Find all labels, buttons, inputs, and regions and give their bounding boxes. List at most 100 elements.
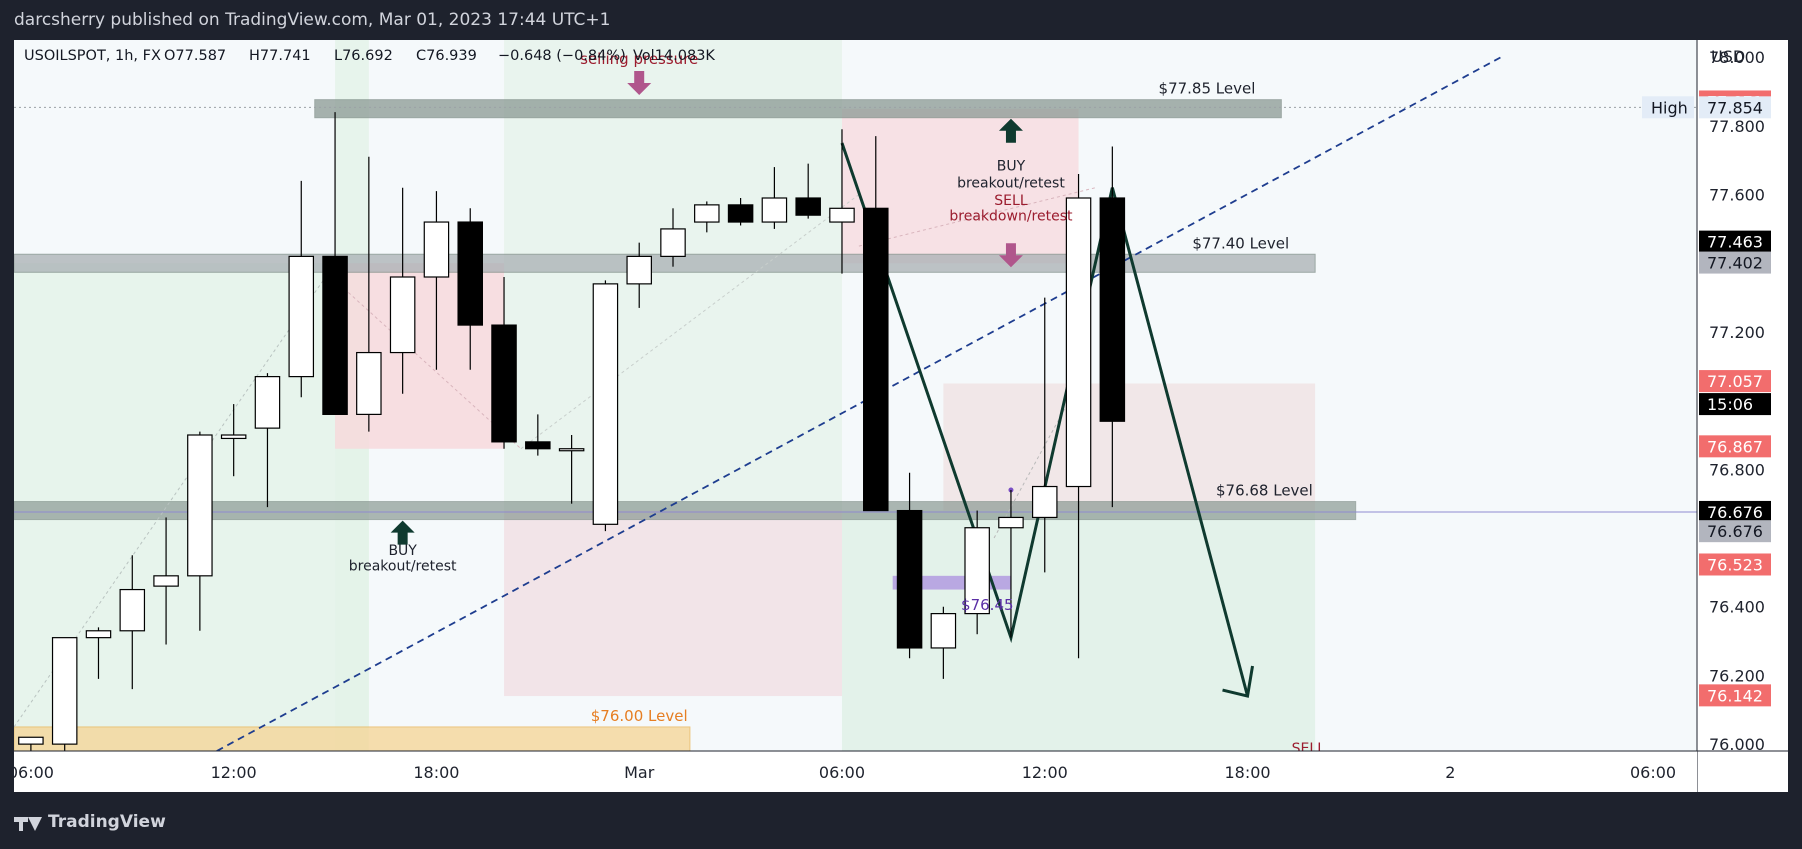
annotation-buy-bottom-sub: breakout/retest	[349, 559, 457, 575]
candle-body	[694, 204, 720, 223]
candle-body	[119, 588, 146, 632]
candle[interactable]	[694, 201, 720, 233]
candle[interactable]	[525, 414, 551, 456]
high-tag-bg	[1642, 96, 1694, 119]
sell-zone-mid	[504, 510, 842, 697]
candle[interactable]	[220, 404, 247, 477]
zone-76-00[interactable]	[13, 726, 691, 754]
candle[interactable]	[626, 242, 652, 308]
price-label: 76.867	[1707, 437, 1763, 456]
candle-body	[558, 448, 585, 452]
candle[interactable]	[187, 431, 213, 631]
candle[interactable]	[1031, 297, 1058, 573]
price-tick-label: 77.600	[1709, 186, 1765, 205]
level-zones: $77.85 Level $77.40 Level $76.68 Level $76.…	[13, 80, 1357, 754]
candle[interactable]	[863, 136, 889, 512]
candle[interactable]	[998, 489, 1024, 638]
candle[interactable]	[51, 637, 78, 762]
candle[interactable]	[288, 180, 315, 398]
candle[interactable]	[322, 112, 348, 415]
candle[interactable]	[795, 163, 821, 219]
drawn-lines	[13, 56, 1697, 752]
price-label: 76.523	[1707, 555, 1763, 574]
guide-line	[858, 187, 1096, 247]
candle[interactable]	[592, 280, 619, 532]
candle[interactable]	[491, 277, 517, 449]
sell-arrow-icon	[627, 70, 652, 95]
time-tick-label: 06:00	[819, 763, 865, 782]
candle[interactable]	[558, 435, 585, 504]
candle[interactable]	[727, 198, 754, 226]
candle-body	[1031, 485, 1058, 519]
price-label-bg	[1699, 520, 1771, 543]
price-label: 77.402	[1707, 254, 1763, 273]
time-axis: 06:00 12:00 18:00 Mar 06:00 12:00 18:00 2 06:00	[8, 750, 1788, 792]
candle-body	[727, 204, 754, 223]
legend-item: H77.741	[249, 48, 311, 64]
candle-body	[1099, 197, 1126, 422]
candle[interactable]	[761, 167, 788, 229]
tradingview-logo[interactable]: TradingView	[14, 800, 166, 845]
zone-76-68[interactable]	[13, 501, 1357, 521]
candle[interactable]	[1099, 146, 1126, 508]
candle[interactable]	[896, 472, 923, 659]
candle-body	[998, 516, 1024, 529]
candle-body	[964, 527, 990, 615]
chart-frame[interactable]: $77.85 Level $77.40 Level $76.68 Level $76.…	[8, 40, 1788, 792]
candle[interactable]	[964, 510, 990, 635]
price-tick-label: 77.800	[1709, 117, 1765, 136]
candle-body	[356, 351, 382, 415]
annotation-buy-top-sub: breakout/retest	[957, 176, 1065, 192]
candle-body	[288, 255, 315, 378]
candle-body	[153, 575, 179, 587]
candle[interactable]	[254, 373, 281, 508]
legend-item: O77.587	[164, 48, 226, 64]
legend-item: C76.939	[416, 48, 477, 64]
candle[interactable]	[119, 555, 146, 690]
zone-77-85[interactable]	[314, 99, 1282, 119]
candle-body	[51, 637, 78, 745]
publisher-header: darcsherry published on TradingView.com,…	[0, 0, 1802, 40]
time-tick-label: Mar	[624, 763, 655, 782]
zone-label: $76.68 Level	[1216, 482, 1313, 500]
annotation-buy-top: BUY	[997, 159, 1026, 175]
candle-body	[930, 613, 957, 649]
price-label: 76.676	[1707, 503, 1763, 522]
candle[interactable]	[153, 517, 179, 645]
candle[interactable]	[356, 156, 382, 432]
buy-arrow-icon	[998, 118, 1023, 143]
candle[interactable]	[1065, 173, 1092, 659]
candle-body	[254, 376, 281, 429]
candle[interactable]	[829, 129, 855, 274]
candle[interactable]	[660, 208, 686, 267]
candle-body	[795, 197, 821, 216]
time-tick-label: 06:00	[1630, 763, 1676, 782]
legend-item: Vol14.083K	[633, 48, 715, 64]
candle[interactable]	[423, 191, 450, 370]
candle[interactable]	[930, 606, 957, 679]
candle[interactable]	[389, 187, 416, 394]
brand-label: TradingView	[48, 812, 166, 832]
chart-svg[interactable]: $77.85 Level $77.40 Level $76.68 Level $76.…	[8, 40, 1788, 792]
price-label: 77.057	[1707, 372, 1763, 391]
candle-body	[389, 276, 416, 354]
time-tick-label: 2	[1445, 763, 1455, 782]
annotation-buy-bottom: BUY	[388, 543, 417, 559]
price-tick-label: 78.000	[1709, 48, 1765, 67]
projection-path[interactable]	[840, 142, 1249, 697]
guide-line	[13, 262, 336, 728]
projection-arrowhead	[1222, 665, 1255, 698]
candle[interactable]	[85, 627, 112, 679]
candle-body	[896, 509, 923, 649]
candle-body	[1065, 197, 1092, 488]
trendline[interactable]	[216, 56, 1502, 752]
candle-body	[525, 441, 551, 450]
sell-zone-right	[943, 383, 1316, 511]
time-axis-bg	[14, 751, 1697, 792]
candle[interactable]	[457, 208, 484, 370]
price-label: 76.142	[1707, 686, 1763, 705]
candle-body	[18, 736, 44, 745]
price-tick-label: 76.800	[1709, 460, 1765, 479]
candle-body	[85, 630, 112, 639]
time-tick-label: 18:00	[413, 763, 459, 782]
